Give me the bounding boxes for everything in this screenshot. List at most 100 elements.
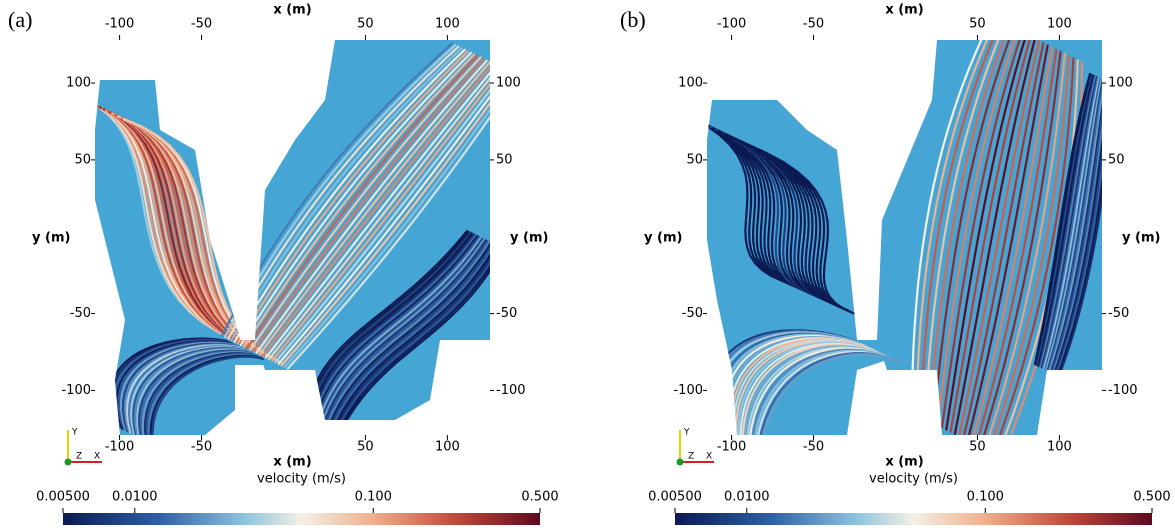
- colorbar-tick-label: 0.00500: [36, 490, 90, 505]
- streamline: [311, 232, 474, 413]
- streamline: [1052, 82, 1102, 375]
- streamline: [321, 237, 484, 418]
- streamline: [722, 132, 835, 305]
- colorbar-tick-label: 0.500: [521, 490, 558, 505]
- streamline: [732, 137, 845, 310]
- y-tick-label: -100: [1108, 383, 1138, 398]
- x-tick-label: 50: [357, 17, 374, 32]
- streamlines: [95, 42, 490, 435]
- streamline: [719, 130, 832, 303]
- y-tick-label: 50: [496, 152, 513, 167]
- streamline: [707, 121, 814, 294]
- triad-label: Z: [688, 452, 694, 462]
- plot-area: [707, 40, 1102, 435]
- y-axis-label: y (m): [644, 231, 682, 246]
- streamline: [95, 104, 253, 349]
- colorbar-tick-label: 0.0100: [112, 490, 158, 505]
- streamline: [1041, 76, 1100, 370]
- colorbar: [63, 513, 540, 525]
- streamline: [102, 108, 261, 353]
- streamline: [1033, 72, 1092, 366]
- x-tick-label: 50: [357, 440, 374, 455]
- streamline: [249, 56, 482, 351]
- x-tick-label: -100: [717, 440, 747, 455]
- streamline: [945, 40, 1028, 431]
- streamline: [707, 123, 817, 296]
- x-axis-label: x (m): [273, 455, 311, 470]
- streamline: [1055, 83, 1102, 376]
- streamline: [271, 67, 490, 362]
- streamline: [316, 235, 479, 416]
- streamline: [227, 45, 460, 340]
- streamline: [230, 47, 463, 342]
- streamline: [1047, 79, 1102, 372]
- streamline: [928, 40, 1011, 423]
- streamline: [252, 58, 485, 353]
- x-axis-label: x (m): [885, 3, 923, 18]
- streamline: [730, 136, 843, 309]
- colorbar-tick-label: 0.100: [355, 490, 392, 505]
- triad-z: [676, 458, 684, 466]
- streamline: [329, 241, 490, 423]
- x-tick-label: 100: [1047, 17, 1072, 32]
- streamline: [246, 55, 479, 350]
- streamline: [759, 353, 903, 435]
- streamline: [707, 118, 807, 291]
- y-tick-label: 50: [686, 152, 703, 167]
- streamline: [106, 110, 265, 355]
- panel-label: (a): [8, 7, 32, 32]
- streamline: [341, 247, 490, 429]
- streamline: [932, 40, 1015, 425]
- x-axis-label: x (m): [885, 455, 923, 470]
- x-tick-label: -50: [803, 17, 824, 32]
- colorbar-label: velocity (m/s): [869, 472, 958, 487]
- streamline: [108, 111, 267, 356]
- streamline: [1048, 80, 1102, 373]
- streamline: [338, 246, 490, 427]
- streamline: [1039, 75, 1097, 368]
- streamline: [1044, 78, 1102, 371]
- streamline: [95, 101, 247, 346]
- colorbar-tick-label: 0.00500: [648, 490, 702, 505]
- streamline: [319, 236, 482, 417]
- streamline: [962, 42, 1045, 435]
- streamline: [324, 239, 487, 420]
- streamline: [949, 40, 1032, 433]
- streamline: [336, 245, 490, 426]
- streamline: [264, 64, 490, 359]
- y-tick-label: -50: [496, 306, 517, 321]
- triad-label: X: [706, 452, 712, 462]
- x-tick-label: 100: [435, 440, 460, 455]
- streamline: [261, 62, 490, 357]
- triad-label: X: [94, 452, 100, 462]
- streamline: [1045, 78, 1102, 371]
- streamline: [95, 102, 249, 347]
- streamline: [1038, 75, 1096, 368]
- y-tick-label: -50: [1108, 306, 1129, 321]
- x-tick-label: -100: [717, 17, 747, 32]
- streamline: [274, 69, 490, 364]
- streamline: [975, 48, 1058, 435]
- streamline: [307, 230, 470, 411]
- x-tick-label: -50: [803, 440, 824, 455]
- streamline: [268, 66, 490, 361]
- colorbar-tick-label: 0.0100: [724, 490, 770, 505]
- triad-z: [64, 458, 72, 466]
- streamline: [712, 127, 825, 300]
- streamline: [966, 44, 1049, 435]
- streamline: [709, 125, 822, 298]
- streamline: [110, 112, 269, 357]
- y-tick-label: -50: [70, 306, 91, 321]
- streamline: [258, 61, 490, 356]
- streamline: [100, 107, 259, 352]
- streamline: [236, 50, 469, 345]
- streamline: [104, 109, 263, 354]
- streamline: [724, 133, 838, 306]
- y-axis-label: y (m): [32, 231, 70, 246]
- streamline: [737, 139, 850, 312]
- streamline: [707, 115, 802, 288]
- streamline: [992, 57, 1075, 435]
- triad-label: Z: [76, 452, 82, 462]
- x-tick-label: -100: [105, 440, 135, 455]
